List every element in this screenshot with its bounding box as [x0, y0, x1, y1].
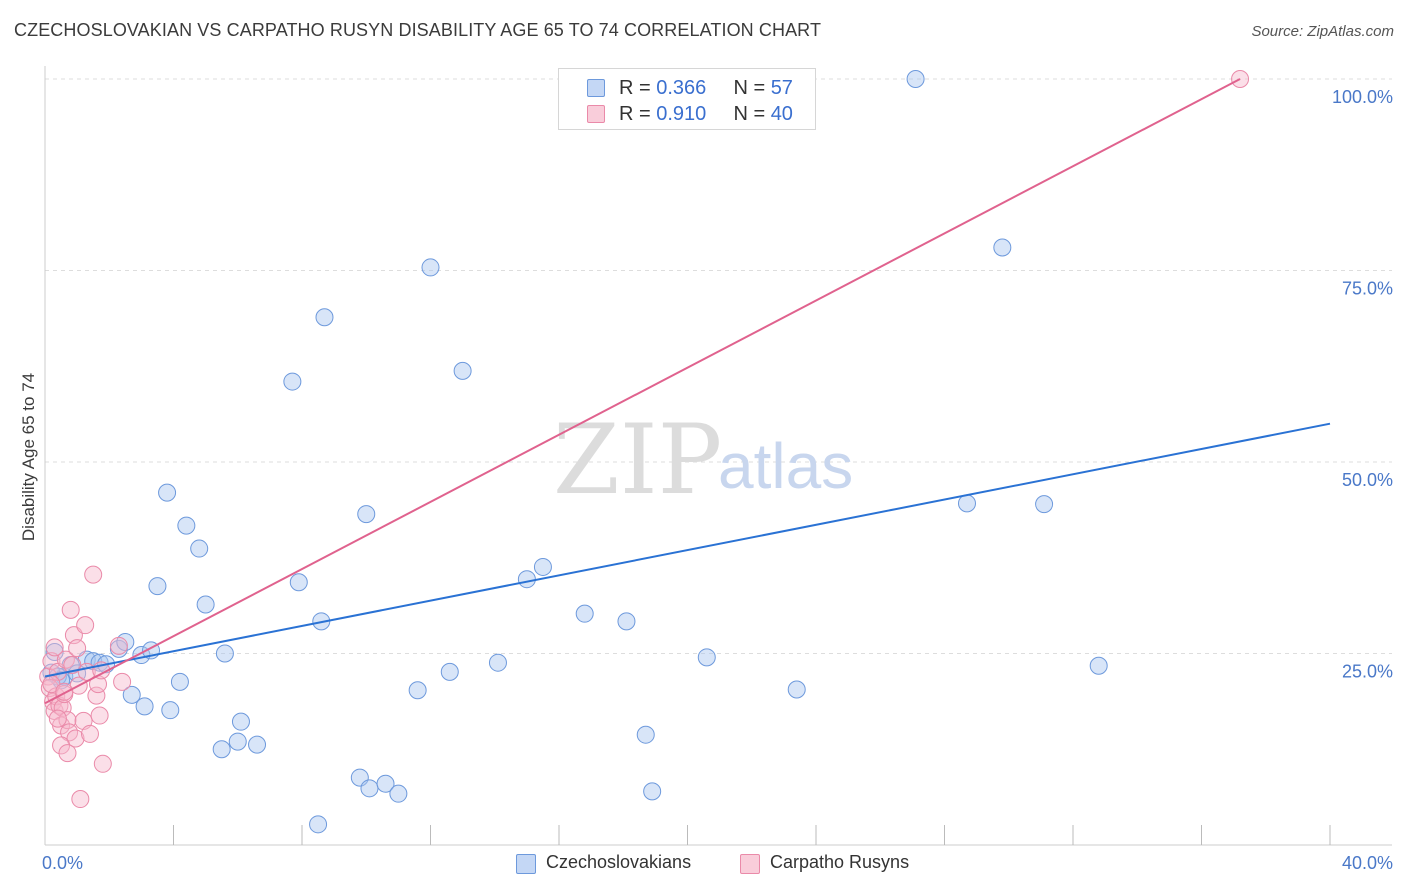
czechoslovakian-point: [122, 685, 141, 704]
r-value: 0.910: [656, 103, 707, 125]
czechoslovakian-point: [170, 672, 189, 691]
y-tick-label: 75.0%: [1342, 279, 1393, 299]
carpatho-rusyn-point: [109, 636, 128, 655]
n-value: 57: [770, 77, 793, 99]
carpatho-rusyn-point: [48, 709, 67, 728]
czechoslovakian-point: [177, 516, 196, 535]
carpatho-rusyn-point: [90, 706, 109, 725]
pink-swatch: [740, 854, 760, 874]
carpatho-rusyn-point: [84, 565, 103, 584]
czechoslovakian-point: [575, 604, 594, 623]
x-tick-label: 40.0%: [1342, 853, 1393, 873]
carpatho-rusyn-point: [68, 639, 87, 658]
n-label: N =: [733, 103, 771, 125]
r-value: 0.366: [656, 77, 707, 99]
czechoslovakian-point: [697, 648, 716, 667]
carpatho-rusyn-point: [66, 729, 85, 748]
carpatho-rusyn-point: [55, 682, 74, 701]
czechoslovakian-point: [787, 680, 806, 699]
chart-title: CZECHOSLOVAKIAN VS CARPATHO RUSYN DISABI…: [14, 20, 822, 40]
czechoslovakian-point: [248, 735, 267, 754]
carpatho-rusyn-point: [113, 672, 132, 691]
carpatho-rusyn-point: [42, 652, 61, 671]
czechoslovakian-point: [643, 782, 662, 801]
czechoslovakian-point: [135, 697, 154, 716]
x-tick-label: 0.0%: [42, 853, 83, 873]
czechoslovakian-point: [389, 784, 408, 803]
czechoslovakian-point: [636, 725, 655, 744]
watermark-zip: ZIP: [553, 404, 722, 516]
czechoslovakian-point: [289, 573, 308, 592]
czechoslovakian-point: [453, 361, 472, 380]
czechoslovakian-point: [190, 539, 209, 558]
czechoslovakian-point: [1035, 495, 1054, 514]
czechoslovakian-point: [283, 372, 302, 391]
czechoslovakian-point: [408, 681, 427, 700]
carpatho-rusyn-trend-line: [44, 78, 1241, 705]
carpatho-rusyn-point: [87, 686, 106, 705]
carpatho-rusyn-point: [50, 696, 69, 715]
czechoslovakian-point: [357, 505, 376, 524]
carpatho-rusyn-point: [93, 754, 112, 773]
n-label: N =: [733, 77, 771, 99]
axes: 100.0% 75.0% 50.0% 25.0% 0.0% 40.0%: [42, 66, 1393, 873]
carpatho-rusyn-point: [58, 744, 77, 763]
czechoslovakian-point: [517, 570, 536, 589]
carpatho-rusyn-point: [80, 724, 99, 743]
czechoslovakian-point: [231, 712, 250, 731]
watermark-atlas: atlas: [718, 430, 853, 502]
czechoslovakian-point: [196, 595, 215, 614]
legend-label: Carpatho Rusyns: [770, 852, 910, 872]
czechoslovakian-point: [533, 557, 552, 576]
czechoslovakian-point: [315, 308, 334, 327]
n-value: 40: [770, 103, 793, 125]
czechoslovakian-point: [488, 653, 507, 672]
czechoslovakian-point: [215, 644, 234, 663]
pink-swatch: [587, 105, 605, 123]
grid: [45, 78, 1392, 654]
trend-lines: [44, 78, 1331, 705]
czechoslovakian-trend-line: [44, 422, 1331, 678]
czechoslovakian-point: [212, 740, 231, 759]
czechoslovakian-point: [228, 732, 247, 751]
czechoslovakian-point: [309, 815, 328, 834]
watermark: ZIP atlas: [553, 404, 853, 516]
czechoslovakian-point: [161, 701, 180, 720]
data-points: [39, 70, 1250, 834]
czechoslovakian-point: [617, 612, 636, 631]
y-tick-label: 50.0%: [1342, 470, 1393, 490]
carpatho-rusyn-point: [63, 655, 82, 674]
czechoslovakian-point: [376, 774, 395, 793]
czechoslovakian-point: [906, 70, 925, 88]
blue-swatch: [516, 854, 536, 874]
r-label: R =: [619, 77, 657, 99]
y-tick-label: 25.0%: [1342, 662, 1393, 682]
r-label: R =: [619, 103, 657, 125]
carpatho-rusyn-point: [45, 638, 64, 657]
carpatho-rusyn-point: [71, 790, 90, 809]
czechoslovakian-point: [148, 577, 167, 596]
carpatho-rusyn-point: [61, 600, 80, 619]
source-credit: Source: ZipAtlas.com: [1251, 23, 1394, 40]
carpatho-rusyn-point: [52, 736, 71, 755]
carpatho-rusyn-point: [74, 711, 93, 730]
legend-label: Czechoslovakians: [546, 852, 692, 872]
czechoslovakian-point: [957, 494, 976, 513]
czechoslovakian-point: [993, 238, 1012, 257]
czechoslovakian-point: [421, 258, 440, 277]
carpatho-rusyn-point: [76, 616, 95, 635]
czechoslovakian-point: [440, 662, 459, 681]
blue-swatch: [587, 79, 605, 97]
czechoslovakian-point: [1089, 656, 1108, 675]
correlation-legend: R = 0.366 N = 57 R = 0.910 N = 40: [558, 68, 816, 130]
y-axis-label: Disability Age 65 to 74: [19, 373, 38, 541]
czechoslovakian-point: [360, 779, 379, 798]
series-legend: Czechoslovakians Carpatho Rusyns: [0, 852, 1406, 876]
czechoslovakian-point: [158, 483, 177, 502]
y-tick-label: 100.0%: [1332, 87, 1393, 107]
